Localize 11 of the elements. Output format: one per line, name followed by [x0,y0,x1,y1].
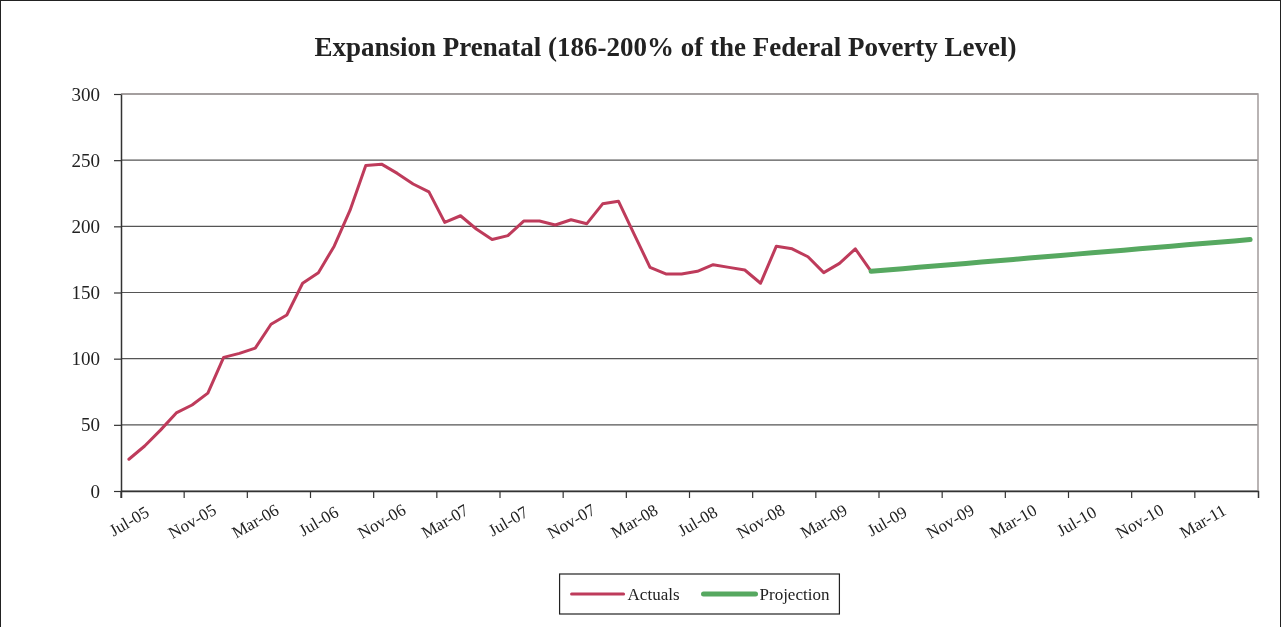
y-tick-label: 50 [81,414,100,436]
legend-label: Actuals [627,584,680,604]
y-tick-label: 200 [71,215,100,237]
y-tick-label: 0 [90,480,100,502]
chart-title: Expansion Prenatal (186-200% of the Federal Poverty Level) [314,32,1017,62]
line-series [127,162,873,461]
y-tick-label: 100 [71,348,100,370]
y-tick-label: 150 [71,282,100,304]
y-tick-label: 250 [71,149,100,171]
y-tick-label: 300 [71,83,100,105]
legend-label: Projection [759,584,830,604]
